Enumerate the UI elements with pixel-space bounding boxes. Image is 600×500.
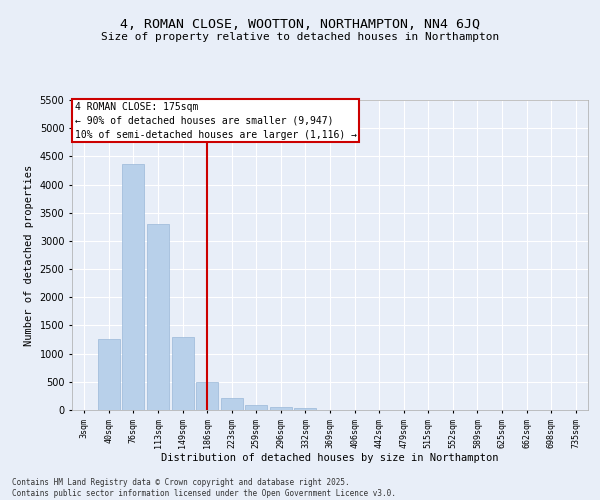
Text: Size of property relative to detached houses in Northampton: Size of property relative to detached ho… — [101, 32, 499, 42]
Bar — [172, 338, 194, 410]
Bar — [295, 408, 316, 410]
Bar — [245, 406, 268, 410]
Text: 4, ROMAN CLOSE, WOOTTON, NORTHAMPTON, NN4 6JQ: 4, ROMAN CLOSE, WOOTTON, NORTHAMPTON, NN… — [120, 18, 480, 30]
Bar — [270, 406, 292, 410]
Text: 4 ROMAN CLOSE: 175sqm
← 90% of detached houses are smaller (9,947)
10% of semi-d: 4 ROMAN CLOSE: 175sqm ← 90% of detached … — [74, 102, 356, 140]
Bar — [122, 164, 145, 410]
Bar — [221, 398, 243, 410]
Bar — [147, 224, 169, 410]
X-axis label: Distribution of detached houses by size in Northampton: Distribution of detached houses by size … — [161, 453, 499, 463]
Bar — [196, 382, 218, 410]
Y-axis label: Number of detached properties: Number of detached properties — [24, 164, 34, 346]
Bar — [98, 339, 120, 410]
Text: Contains HM Land Registry data © Crown copyright and database right 2025.
Contai: Contains HM Land Registry data © Crown c… — [12, 478, 396, 498]
